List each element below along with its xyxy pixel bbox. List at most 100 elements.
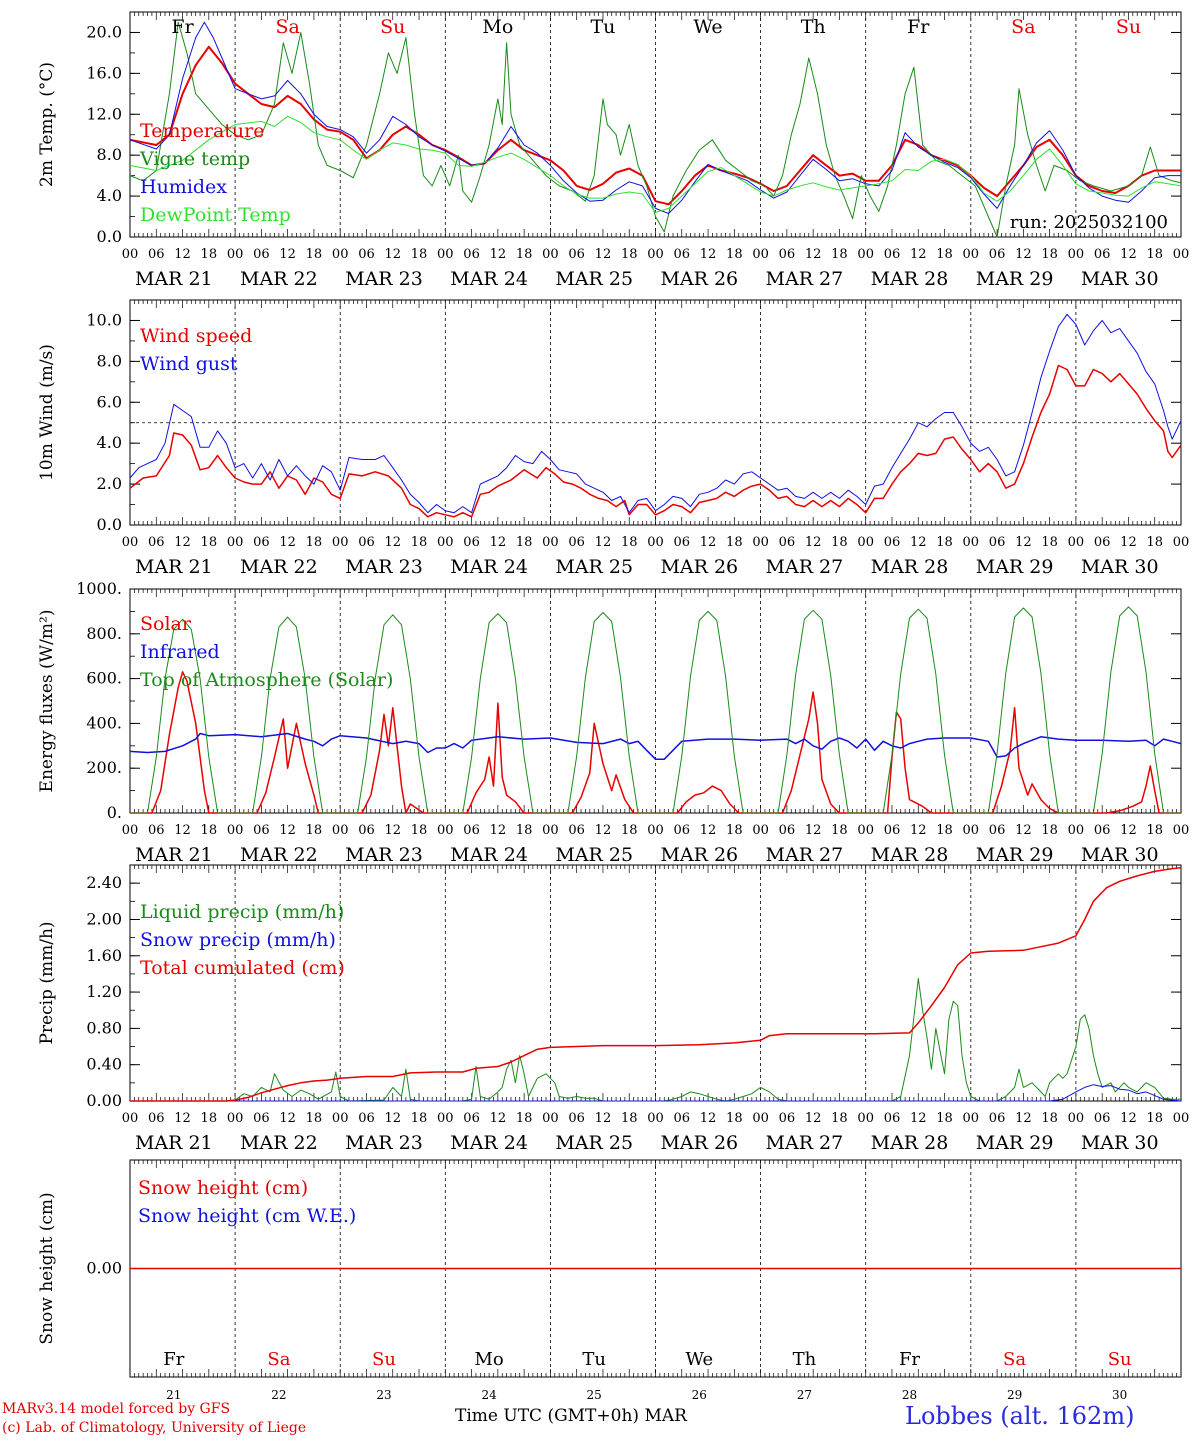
hour-label: 00	[1173, 1111, 1190, 1126]
hour-label: 00	[752, 247, 769, 262]
hour-label: 00	[542, 247, 559, 262]
date-label: MAR 21	[135, 1132, 213, 1154]
date-label: MAR 21	[135, 844, 213, 866]
date-label: MAR 27	[766, 1132, 844, 1154]
y-tick-label: 8.0	[97, 145, 122, 164]
hour-label: 06	[463, 823, 480, 838]
hour-label: 12	[279, 535, 296, 550]
x-axis-title: Time UTC (GMT+0h) MAR	[455, 1406, 687, 1426]
hour-label: 06	[148, 1111, 165, 1126]
hour-label: 12	[910, 823, 927, 838]
legend-entry: DewPoint Temp	[140, 204, 291, 226]
y-tick-label: 10.0	[86, 310, 122, 329]
hour-label: 18	[516, 247, 533, 262]
hour-label: 06	[1094, 535, 1111, 550]
date-label: MAR 26	[660, 1132, 738, 1154]
hour-label: 06	[463, 247, 480, 262]
hour-label: 18	[621, 247, 638, 262]
date-label: MAR 22	[240, 844, 318, 866]
hour-label: 12	[700, 535, 717, 550]
date-label: MAR 29	[976, 1132, 1054, 1154]
day-number: 24	[481, 1388, 497, 1402]
y-tick-label: 4.0	[97, 433, 122, 452]
hour-label: 18	[726, 1111, 743, 1126]
hour-label: 00	[437, 823, 454, 838]
hour-label: 18	[936, 535, 953, 550]
hour-label: 06	[148, 247, 165, 262]
series-line-temperature	[129, 45, 1181, 206]
hour-label: 06	[884, 535, 901, 550]
hour-label: 18	[1041, 535, 1058, 550]
y-axis-label: Energy fluxes (W/m²)	[37, 610, 57, 793]
day-name-bottom: Sa	[267, 1349, 290, 1370]
hour-label: 12	[384, 535, 401, 550]
day-number: 29	[1007, 1388, 1022, 1402]
date-label: MAR 29	[976, 556, 1054, 578]
y-axis-label: Precip (mm/h)	[37, 921, 57, 1044]
hour-label: 12	[279, 247, 296, 262]
y-tick-label: 8.0	[97, 351, 122, 370]
hour-label: 12	[1120, 823, 1137, 838]
hour-label: 18	[1146, 247, 1163, 262]
hour-label: 18	[831, 1111, 848, 1126]
hour-label: 06	[674, 823, 691, 838]
hour-label: 00	[752, 535, 769, 550]
legend-entry: Infrared	[140, 641, 220, 663]
day-name-bottom: Th	[793, 1349, 817, 1370]
hour-label: 18	[516, 823, 533, 838]
hour-label: 06	[674, 247, 691, 262]
date-label: MAR 21	[135, 556, 213, 578]
hour-label: 00	[1068, 823, 1085, 838]
hour-label: 06	[674, 1111, 691, 1126]
y-tick-label: 0.80	[86, 1018, 122, 1037]
hour-label: 00	[1068, 247, 1085, 262]
date-label: MAR 25	[555, 556, 633, 578]
date-label: MAR 25	[555, 844, 633, 866]
date-label: MAR 30	[1081, 556, 1159, 578]
date-label: MAR 29	[976, 268, 1054, 290]
day-name: Th	[801, 16, 826, 38]
hour-label: 06	[1094, 823, 1111, 838]
hour-label: 12	[174, 535, 191, 550]
hour-label: 00	[963, 535, 980, 550]
legend-entry: Snow precip (mm/h)	[140, 929, 336, 951]
hour-label: 06	[884, 823, 901, 838]
hour-label: 06	[253, 823, 270, 838]
y-axis-label: Snow height (cm)	[37, 1192, 57, 1344]
day-name: Tu	[590, 16, 615, 38]
hour-label: 00	[857, 823, 874, 838]
hour-label: 06	[253, 247, 270, 262]
hour-label: 06	[463, 535, 480, 550]
hour-label: 12	[595, 535, 612, 550]
hour-label: 00	[1173, 247, 1190, 262]
hour-label: 06	[884, 247, 901, 262]
hour-label: 06	[779, 535, 796, 550]
hour-label: 00	[647, 823, 664, 838]
day-number: 30	[1112, 1388, 1127, 1402]
run-annotation: run: 2025032100	[1010, 212, 1168, 233]
hour-label: 12	[1015, 535, 1032, 550]
day-name-bottom: Fr	[163, 1349, 184, 1370]
legend-entry: Snow height (cm)	[138, 1177, 308, 1199]
day-name-bottom: Sa	[1003, 1349, 1026, 1370]
y-tick-label: 0.	[107, 803, 122, 822]
date-label: MAR 25	[555, 268, 633, 290]
date-label: MAR 23	[345, 556, 423, 578]
hour-label: 12	[279, 1111, 296, 1126]
hour-label: 00	[332, 247, 349, 262]
hour-label: 06	[148, 823, 165, 838]
legend-entry: Wind gust	[140, 353, 238, 375]
hour-label: 18	[1041, 1111, 1058, 1126]
hour-label: 18	[1146, 823, 1163, 838]
day-name-bottom: Tu	[582, 1349, 606, 1370]
day-number: 23	[376, 1388, 391, 1402]
hour-label: 12	[384, 823, 401, 838]
series-line-dewpoint-temp	[129, 115, 1182, 213]
hour-label: 18	[411, 823, 428, 838]
hour-label: 18	[1041, 247, 1058, 262]
hour-label: 18	[201, 823, 218, 838]
date-label: MAR 22	[240, 556, 318, 578]
hour-label: 12	[1015, 823, 1032, 838]
hour-label: 06	[989, 535, 1006, 550]
